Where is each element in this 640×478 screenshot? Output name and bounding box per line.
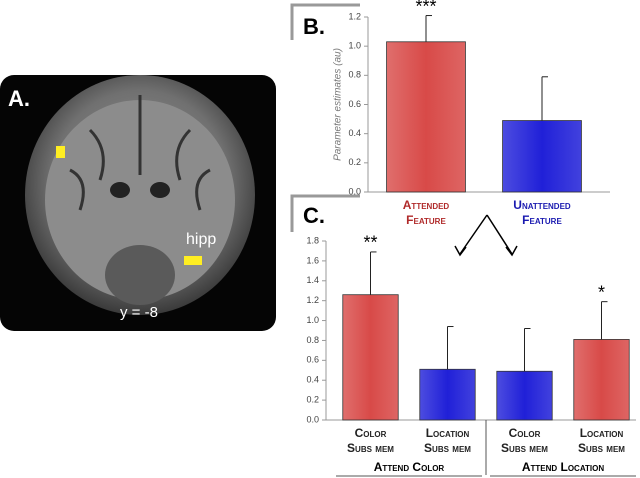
y-tick-label: 0.6 bbox=[348, 99, 361, 109]
slice-coordinate: y = -8 bbox=[120, 304, 158, 321]
bar bbox=[573, 339, 630, 421]
y-tick-label: 0.4 bbox=[348, 128, 361, 138]
y-tick-label: 0.6 bbox=[306, 355, 319, 365]
significance: ** bbox=[363, 233, 377, 253]
panel-label: A. bbox=[8, 86, 30, 111]
x-tick-label: Feature bbox=[522, 213, 562, 227]
x-tick-label: Subs mem bbox=[501, 441, 548, 455]
panel-a: A. hipp y = -8 bbox=[0, 75, 276, 331]
brainstem bbox=[105, 245, 175, 305]
significance: * bbox=[598, 282, 605, 302]
x-tick-label: Color bbox=[355, 426, 387, 440]
bar bbox=[386, 41, 466, 193]
y-tick-label: 1.0 bbox=[306, 315, 319, 325]
ventricle bbox=[150, 182, 170, 198]
x-tick-label: Subs mem bbox=[578, 441, 625, 455]
y-tick-label: 0.2 bbox=[306, 394, 319, 404]
bar bbox=[419, 368, 476, 421]
sulci bbox=[69, 95, 211, 211]
y-tick-label: 1.2 bbox=[306, 295, 319, 305]
y-tick-label: 1.0 bbox=[348, 41, 361, 51]
region-label: hipp bbox=[186, 231, 216, 248]
brain-white-matter bbox=[45, 100, 235, 300]
x-tick-label: Location bbox=[426, 426, 470, 440]
panel-label: B. bbox=[303, 14, 325, 39]
y-tick-label: 1.4 bbox=[306, 275, 319, 285]
activation-blob bbox=[56, 146, 65, 158]
y-tick-label: 0.4 bbox=[306, 375, 319, 385]
ventricle bbox=[110, 182, 130, 198]
group-label: Attend Color bbox=[374, 460, 445, 474]
y-tick-label: 0.8 bbox=[348, 70, 361, 80]
activation-blob bbox=[184, 256, 202, 265]
y-tick-label: 1.2 bbox=[348, 11, 361, 21]
panel-bracket bbox=[290, 194, 360, 232]
y-tick-label: 0.0 bbox=[306, 414, 319, 424]
y-tick-label: 1.6 bbox=[306, 255, 319, 265]
x-tick-label: Feature bbox=[406, 213, 446, 227]
significance: *** bbox=[415, 0, 436, 16]
x-tick-label: Attended bbox=[403, 198, 450, 212]
x-tick-label: Subs mem bbox=[347, 441, 394, 455]
x-tick-label: Unattended bbox=[513, 198, 571, 212]
x-tick-label: Subs mem bbox=[424, 441, 471, 455]
y-tick-label: 0.2 bbox=[348, 157, 361, 167]
group-label: Attend Location bbox=[522, 460, 605, 474]
y-axis-title: Parameter estimates (au) bbox=[333, 48, 344, 161]
x-tick-label: Color bbox=[509, 426, 541, 440]
panel-label: C. bbox=[303, 203, 325, 228]
y-tick-label: 0.8 bbox=[306, 335, 319, 345]
panel-bracket bbox=[290, 3, 360, 40]
arrow bbox=[454, 214, 518, 257]
x-tick-label: Location bbox=[580, 426, 624, 440]
bar bbox=[342, 294, 399, 421]
bar bbox=[502, 120, 582, 193]
y-tick-label: 0.0 bbox=[348, 186, 361, 196]
bar bbox=[496, 370, 553, 421]
y-tick-label: 1.8 bbox=[306, 235, 319, 245]
